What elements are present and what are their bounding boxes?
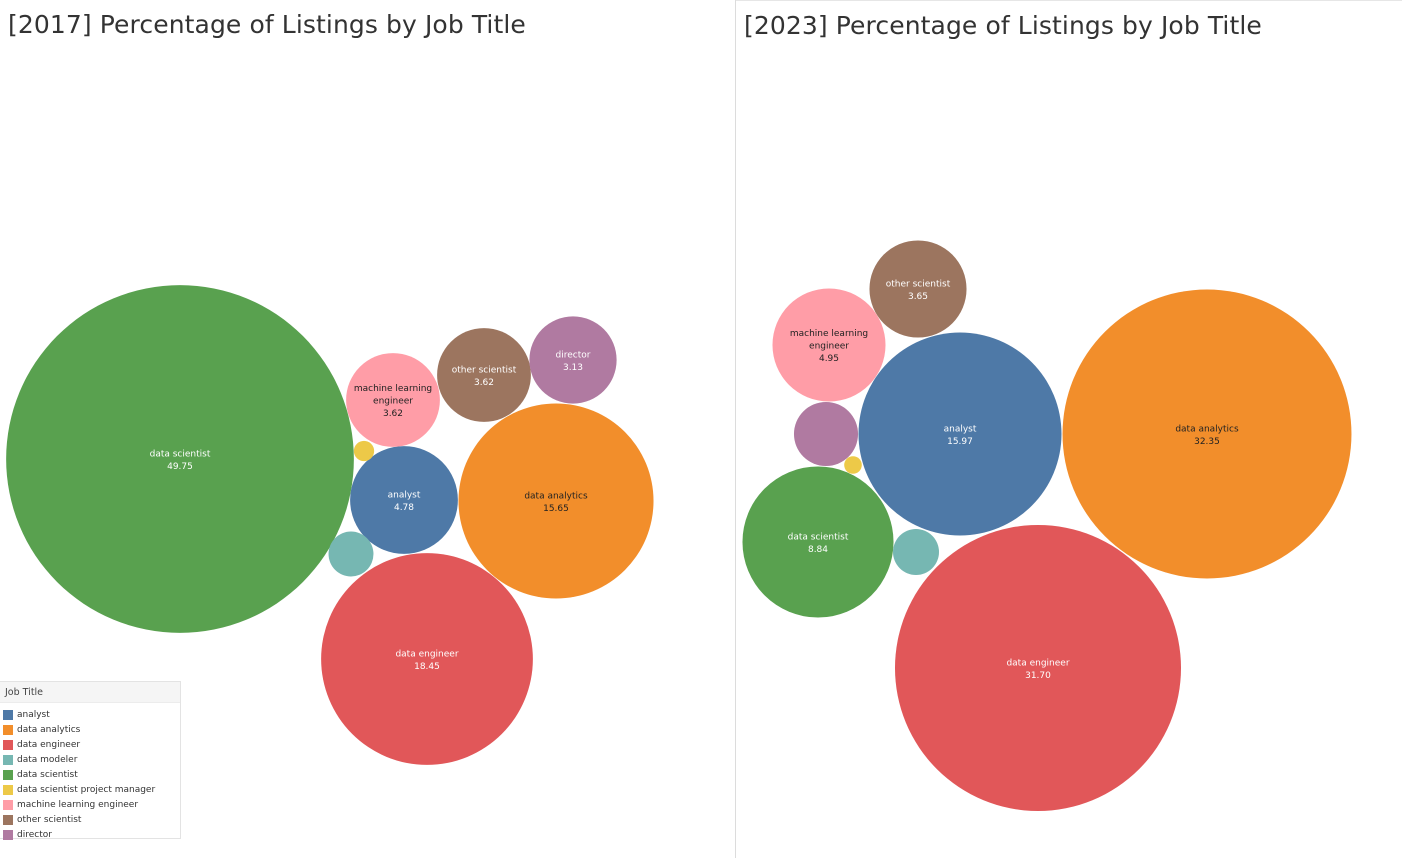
bubble-value-analyst: 4.78 [394,503,414,513]
legend-swatch [3,784,13,795]
legend-label: machine learning engineer [17,799,139,810]
legend-item-director[interactable]: director [3,827,180,842]
legend-item-analyst[interactable]: analyst [3,707,180,722]
legend-label: data engineer [17,739,81,750]
bubble-analyst[interactable] [350,446,458,554]
legend-item-data-modeler[interactable]: data modeler [3,752,180,767]
legend-label: data analytics [17,724,81,735]
bubble-data-scientist[interactable] [6,285,354,633]
bubble-value-data-scientist: 8.84 [808,545,828,555]
bubble-director[interactable] [529,316,617,404]
bubble-data-scientist-project-manager[interactable] [844,456,862,474]
legend-title: Job Title [0,682,180,703]
bubble-label-machine-learning-engineer: engineer [373,397,413,407]
bubble-value-machine-learning-engineer: 3.62 [383,409,403,419]
bubble-value-data-analytics: 15.65 [543,504,569,514]
legend-label: data scientist project manager [17,784,156,795]
bubble-label-machine-learning-engineer: machine learning [790,329,868,339]
bubble-value-other-scientist: 3.62 [474,378,494,388]
legend-item-machine-learning-engineer[interactable]: machine learning engineer [3,797,180,812]
bubble-value-analyst: 15.97 [947,437,973,447]
bubble-data-analytics[interactable] [458,403,654,599]
bubble-label-director: director [556,350,591,360]
bubble-label-analyst: analyst [388,490,421,500]
legend-swatch [3,829,13,840]
panel-divider [735,0,736,858]
bubble-label-other-scientist: other scientist [886,279,951,289]
bubble-value-machine-learning-engineer: 4.95 [819,354,839,364]
bubble-label-data-scientist: data scientist [788,532,849,542]
legend-items: analyst data analytics data engineer data m… [0,703,180,842]
bubble-value-data-scientist: 49.75 [167,462,193,472]
bubble-data-modeler[interactable] [893,529,939,575]
bubble-data-engineer[interactable] [321,553,533,765]
bubble-other-scientist[interactable] [869,240,967,338]
bubble-value-other-scientist: 3.65 [908,292,928,302]
bubble-data-scientist[interactable] [742,466,894,618]
bubble-label-data-analytics: data analytics [524,491,588,501]
legend-swatch [3,724,13,735]
legend-label: director [17,829,52,840]
legend-item-other-scientist[interactable]: other scientist [3,812,180,827]
bubble-chart-2023: data analytics 32.35 data engineer 31.70 ana… [742,240,1352,812]
bubble-value-data-engineer: 18.45 [414,662,440,672]
bubble-label-data-engineer: data engineer [395,649,458,659]
bubble-label-machine-learning-engineer: engineer [809,342,849,352]
bubble-value-data-analytics: 32.35 [1194,437,1220,447]
bubble-label-other-scientist: other scientist [452,365,517,375]
bubble-label-machine-learning-engineer: machine learning [354,384,432,394]
bubble-other-scientist[interactable] [437,328,531,422]
legend-swatch [3,739,13,750]
bubble-analyst[interactable] [858,332,1062,536]
bubble-data-engineer[interactable] [894,524,1182,812]
legend-item-data-engineer[interactable]: data engineer [3,737,180,752]
bubble-data-analytics[interactable] [1062,289,1352,579]
chart-title-2017: [2017] Percentage of Listings by Job Tit… [8,10,526,39]
bubble-label-data-analytics: data analytics [1175,424,1239,434]
legend: Job Title analyst data analytics data engi… [0,681,181,842]
bubble-machine-learning-engineer[interactable] [772,288,886,402]
legend-item-data-analytics[interactable]: data analytics [3,722,180,737]
bubble-value-data-engineer: 31.70 [1025,671,1051,681]
bubble-label-analyst: analyst [944,424,977,434]
legend-swatch [3,754,13,765]
bubble-chart-2017: data scientist 49.75 data engineer 18.45 dat… [6,285,654,765]
legend-label: other scientist [17,814,82,825]
bubble-machine-learning-engineer[interactable] [346,353,440,447]
chart-panel-2023: [2023] Percentage of Listings by Job Tit… [736,0,1402,859]
legend-swatch [3,799,13,810]
bubble-director[interactable] [793,401,859,467]
legend-item-data-scientist[interactable]: data scientist [3,767,180,782]
bubble-label-data-engineer: data engineer [1006,658,1069,668]
legend-swatch [3,814,13,825]
chart-panel-2017: [2017] Percentage of Listings by Job Tit… [0,10,654,842]
chart-title-2023: [2023] Percentage of Listings by Job Tit… [744,11,1262,40]
legend-swatch [3,769,13,780]
legend-label: analyst [17,709,50,720]
bubble-data-scientist-project-manager[interactable] [353,440,375,462]
legend-label: data modeler [17,754,78,765]
bubble-data-modeler[interactable] [328,531,374,577]
legend-label: data scientist [17,769,78,780]
bubble-value-director: 3.13 [563,363,583,373]
legend-item-data-scientist-project-manager[interactable]: data scientist project manager [3,782,180,797]
bubble-label-data-scientist: data scientist [150,449,211,459]
legend-swatch [3,709,13,720]
